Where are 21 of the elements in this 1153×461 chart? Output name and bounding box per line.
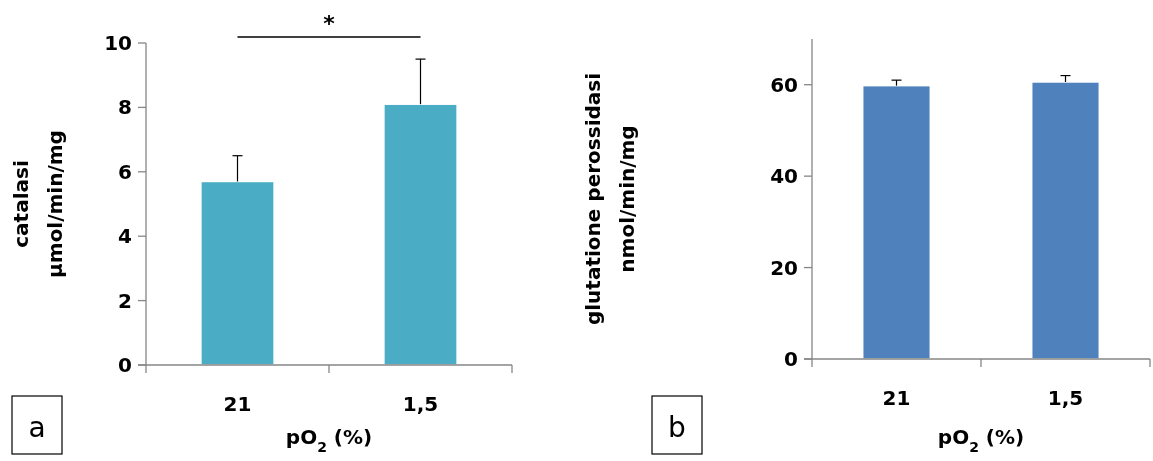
y-axis-title: glutatione perossidasi nmol/min/mg	[581, 72, 639, 326]
text: *	[323, 11, 336, 36]
x-tick-label: 21	[223, 392, 252, 416]
y-tick-label: 8	[118, 95, 132, 120]
x-axis-title: pO$_{2}$ (%)	[285, 425, 373, 455]
y-tick-label: 60	[770, 72, 798, 97]
y-tick-label: 0	[118, 353, 132, 377]
text: b	[668, 411, 686, 444]
y-tick-label: 0	[784, 347, 798, 371]
y-tick-label: 40	[770, 164, 798, 189]
text: a	[28, 411, 46, 444]
x-tick-label: 1,5	[1047, 386, 1084, 410]
y-axis-title: catalasi μmol/min/mg	[9, 130, 67, 278]
y-tick-label: 10	[104, 31, 132, 55]
y-tick-label: 4	[118, 224, 132, 249]
x-tick-label: 21	[882, 386, 911, 410]
y-tick-label: 2	[118, 288, 132, 313]
y-tick-label: 6	[118, 159, 132, 184]
x-axis-title: pO$_{2}$ (%)	[937, 425, 1025, 455]
y-tick-label: 20	[770, 255, 798, 280]
x-tick-label: 1,5	[402, 392, 439, 416]
